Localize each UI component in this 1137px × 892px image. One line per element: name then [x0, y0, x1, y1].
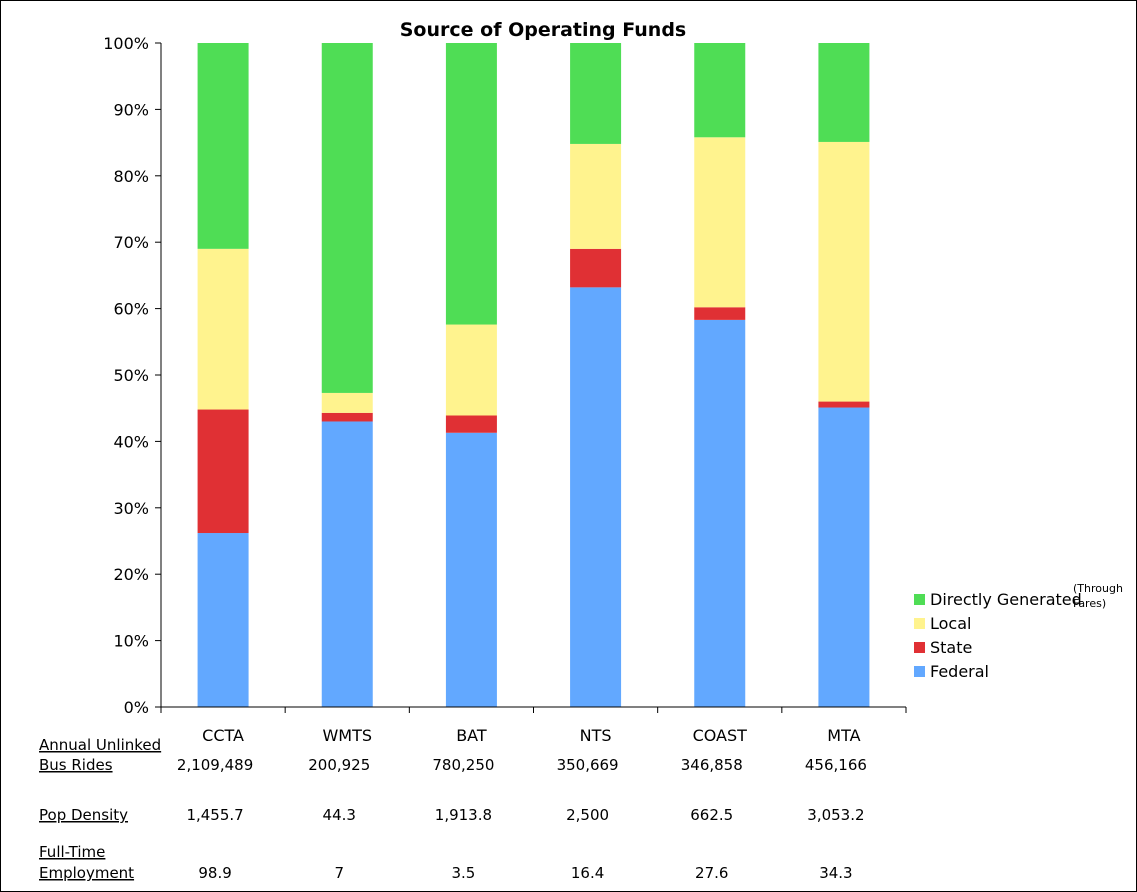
table-cell: 350,669 — [557, 756, 619, 774]
table-cell: 456,166 — [805, 756, 867, 774]
bar-segment-directly-generated-coast — [694, 43, 746, 138]
table-cell: 780,250 — [432, 756, 494, 774]
table-cell: 200,925 — [308, 756, 370, 774]
bar-segment-federal-ccta — [197, 533, 249, 707]
table-cell: 16.4 — [571, 864, 604, 882]
table-cell: 44.3 — [323, 806, 356, 824]
table-cell: 346,858 — [681, 756, 743, 774]
legend-swatch — [914, 666, 925, 677]
x-tick-label: CCTA — [202, 726, 244, 745]
bar-segment-local-ccta — [197, 248, 249, 410]
row-label: Employment — [39, 864, 134, 882]
y-tick-label: 80% — [113, 167, 149, 186]
legend-swatch — [914, 618, 925, 629]
bar-segment-local-wmts — [321, 392, 373, 413]
table-cell: 2,500 — [566, 806, 609, 824]
legend-label: Federal — [930, 662, 989, 681]
bar-segment-local-mta — [818, 141, 870, 402]
x-tick-label: WMTS — [322, 726, 372, 745]
table-cell: 34.3 — [819, 864, 852, 882]
y-tick-label: 70% — [113, 233, 149, 252]
bar-segment-state-bat — [445, 415, 497, 433]
bars-group — [197, 43, 870, 707]
bar-segment-directly-generated-nts — [570, 43, 622, 144]
bar-segment-local-coast — [694, 137, 746, 308]
bar-segment-federal-bat — [445, 432, 497, 707]
legend-swatch — [914, 594, 925, 605]
bar-segment-federal-wmts — [321, 421, 373, 707]
row-label: Annual Unlinked — [39, 736, 161, 754]
row-label: Pop Density — [39, 806, 128, 824]
y-tick-label: 20% — [113, 565, 149, 584]
x-tick-label: BAT — [456, 726, 487, 745]
legend-note: Fares) — [1073, 597, 1106, 610]
table-cell: 3,053.2 — [807, 806, 864, 824]
bar-segment-federal-mta — [818, 407, 870, 707]
table-cell: 98.9 — [198, 864, 231, 882]
x-tick-label: COAST — [693, 726, 748, 745]
table-cell: 7 — [334, 864, 344, 882]
y-tick-label: 60% — [113, 300, 149, 319]
table-cell: 3.5 — [451, 864, 475, 882]
chart-title: Source of Operating Funds — [400, 19, 687, 41]
legend-note: (Through — [1073, 582, 1123, 595]
row-label: Full-Time — [39, 843, 105, 861]
bar-segment-directly-generated-bat — [445, 43, 497, 325]
bar-segment-state-mta — [818, 401, 870, 408]
x-tick-label: NTS — [580, 726, 612, 745]
y-axis: 0% 10% 20% 30% 40% 50% 60% 70% 80% 90% 100% — [103, 34, 162, 717]
x-axis: CCTA WMTS BAT NTS COAST MTA — [160, 706, 907, 745]
bar-segment-federal-nts — [570, 287, 622, 707]
legend: Directly Generated Local State Federal (Thro… — [914, 582, 1123, 681]
y-tick-label: 100% — [103, 34, 149, 53]
y-tick-label: 50% — [113, 366, 149, 385]
y-tick-label: 40% — [113, 432, 149, 451]
bar-segment-federal-coast — [694, 319, 746, 707]
bar-segment-state-nts — [570, 248, 622, 288]
table-cell: 27.6 — [695, 864, 728, 882]
table-cell: 1,913.8 — [435, 806, 492, 824]
legend-swatch — [914, 642, 925, 653]
legend-label: Directly Generated — [930, 590, 1082, 609]
legend-label: Local — [930, 614, 971, 633]
bar-segment-state-coast — [694, 307, 746, 320]
bar-segment-local-bat — [445, 324, 497, 416]
y-tick-label: 90% — [113, 100, 149, 119]
bar-segment-local-nts — [570, 143, 622, 249]
table-cell: 662.5 — [690, 806, 733, 824]
y-tick-label: 30% — [113, 499, 149, 518]
table-cell: 2,109,489 — [177, 756, 253, 774]
bar-segment-state-wmts — [321, 412, 373, 422]
bar-segment-directly-generated-mta — [818, 43, 870, 142]
legend-label: State — [930, 638, 972, 657]
row-label: Bus Rides — [39, 756, 113, 774]
bar-segment-directly-generated-wmts — [321, 43, 373, 393]
x-tick-label: MTA — [827, 726, 860, 745]
y-tick-label: 10% — [113, 632, 149, 651]
bar-segment-directly-generated-ccta — [197, 43, 249, 249]
y-tick-label: 0% — [124, 698, 149, 717]
table-cell: 1,455.7 — [186, 806, 243, 824]
data-table: Annual Unlinked Bus Rides 2,109,489 200,925… — [39, 736, 867, 882]
bar-segment-state-ccta — [197, 409, 249, 534]
